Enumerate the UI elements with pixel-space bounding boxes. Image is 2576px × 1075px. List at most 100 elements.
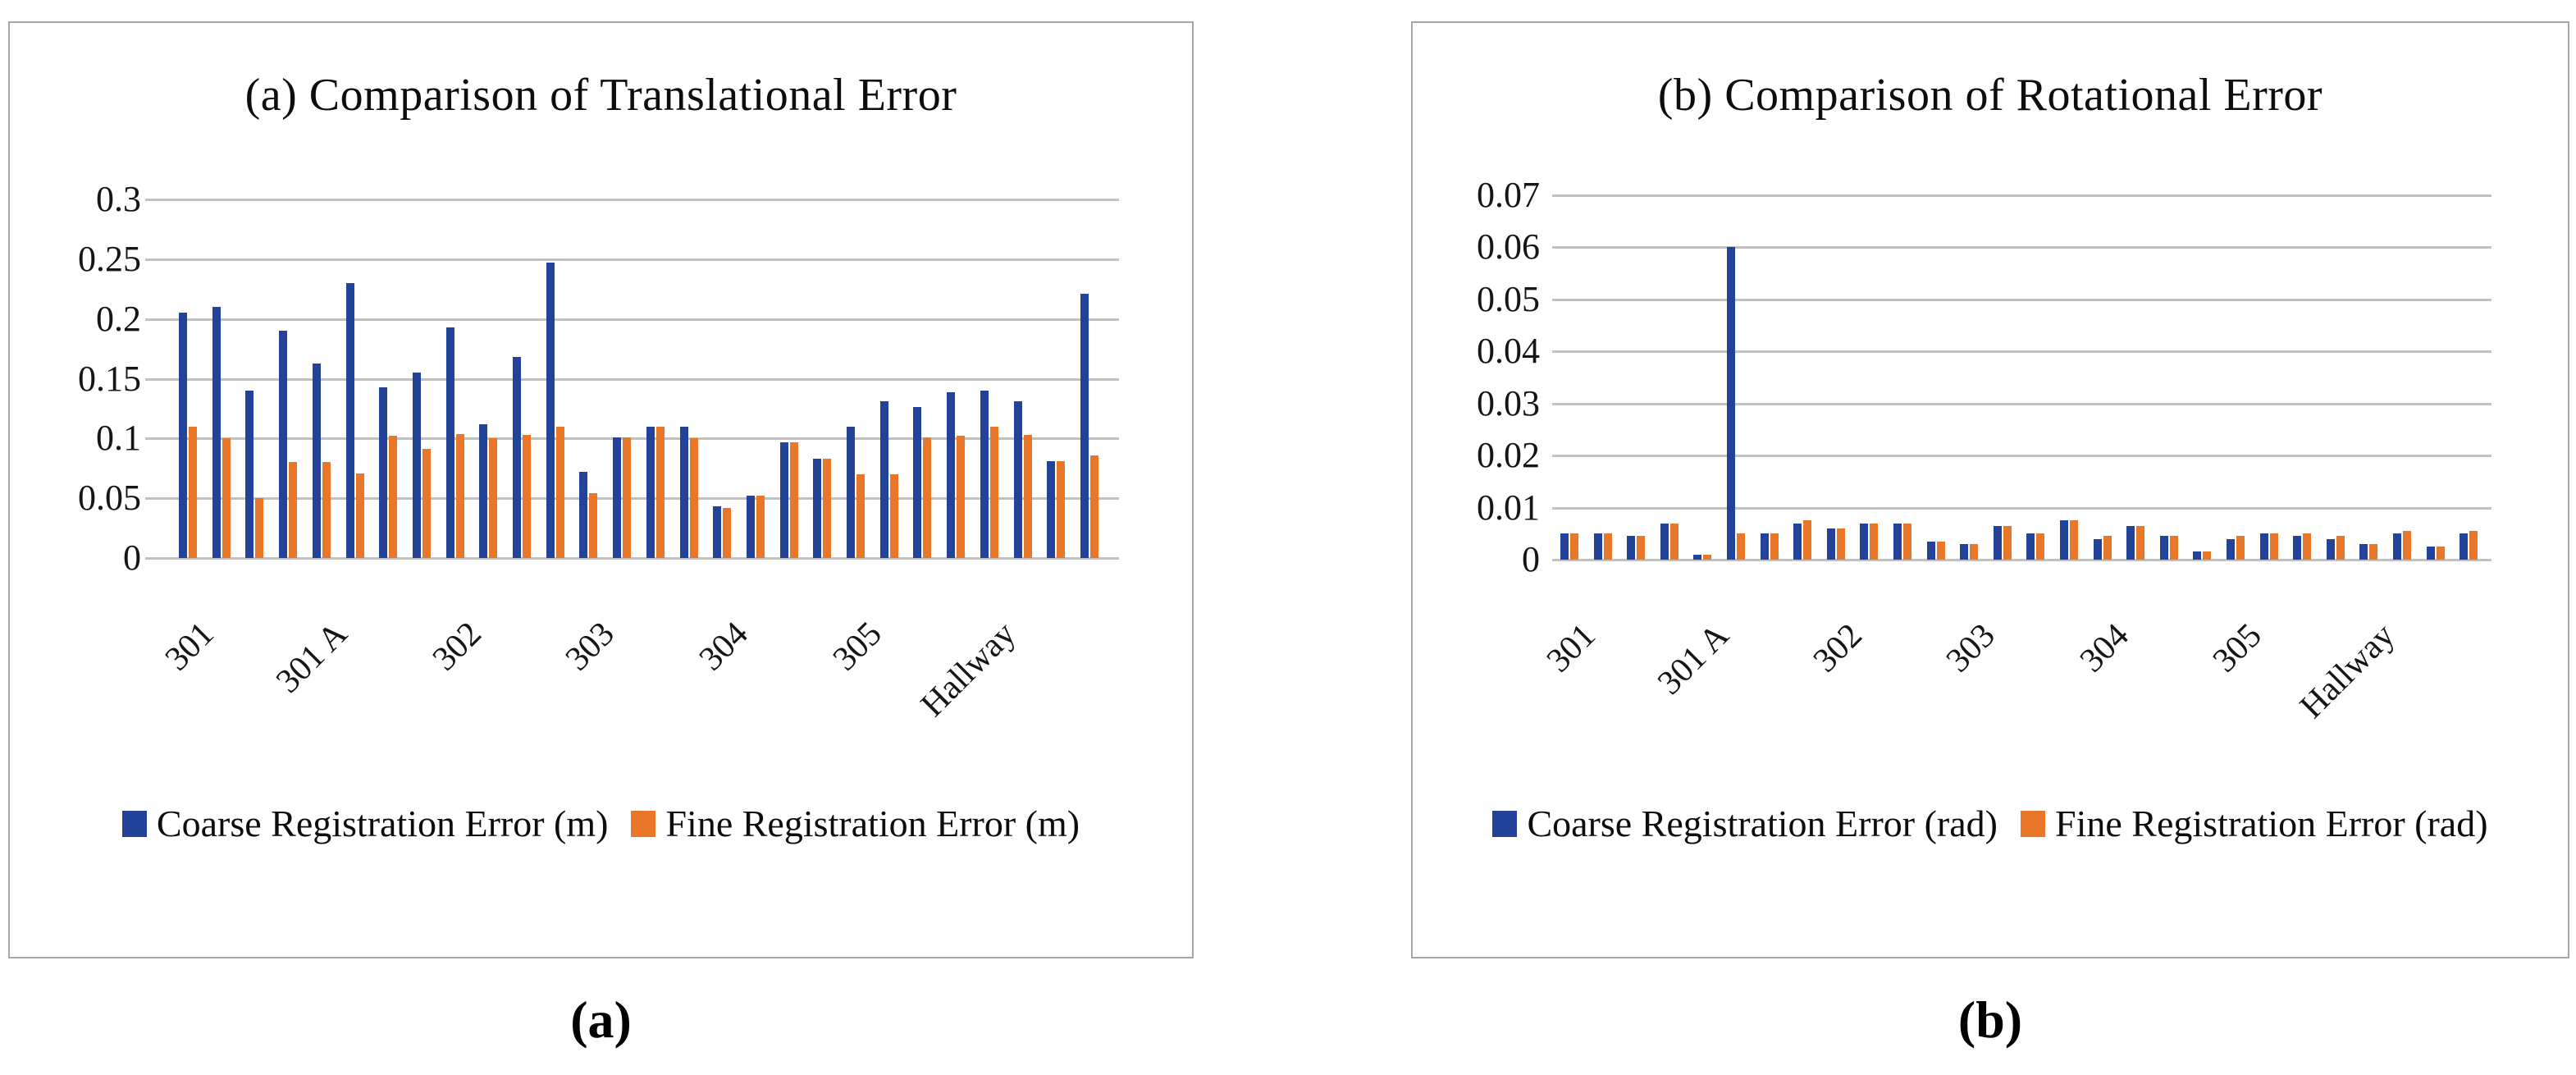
bar-coarse [1827, 528, 1835, 560]
bar-fine [1703, 555, 1711, 560]
bar-coarse [2026, 533, 2035, 560]
legend-swatch-fine-icon [2020, 811, 2045, 837]
gridline [145, 318, 1119, 321]
bar-fine [2270, 533, 2278, 560]
x-axis-line [145, 557, 1119, 560]
gridline [1552, 507, 2492, 510]
bar-fine [589, 493, 597, 558]
legend-item: Coarse Registration Error (rad) [1492, 803, 1998, 845]
bar-coarse [2094, 539, 2102, 560]
bar-fine [990, 427, 998, 558]
x-category-label: 301 [158, 615, 222, 679]
bar-fine [690, 438, 698, 558]
legend-label: Coarse Registration Error (m) [156, 803, 609, 844]
bar-coarse [579, 472, 587, 558]
y-axis-tick-label: 0.01 [1477, 487, 1540, 528]
bar-coarse [279, 331, 287, 558]
bar-coarse [1927, 542, 1935, 560]
x-category-label: 302 [425, 615, 489, 679]
y-axis-tick-label: 0.1 [96, 418, 141, 458]
bar-coarse [2293, 536, 2301, 560]
legend-a: Coarse Registration Error (m) Fine Regist… [10, 803, 1192, 845]
gridline [1552, 299, 2492, 301]
bar-coarse [2193, 551, 2201, 560]
bar-fine [255, 498, 263, 558]
chart-panel-b: (b) Comparison of Rotational Error 0.07 0… [1411, 21, 2569, 958]
gridline [1552, 350, 2492, 353]
bar-coarse [813, 459, 821, 558]
bar-coarse [1994, 526, 2002, 560]
bar-coarse [880, 401, 888, 558]
legend-label: Fine Registration Error (m) [665, 803, 1080, 844]
bar-coarse [747, 496, 755, 558]
bar-fine [1970, 544, 1978, 560]
bar-coarse [613, 437, 621, 558]
bar-fine [1604, 533, 1612, 560]
bar-fine [1803, 520, 1811, 560]
bar-coarse [1793, 524, 1802, 560]
bar-coarse [947, 392, 955, 558]
bar-coarse [680, 427, 688, 558]
x-category-label: 305 [2205, 616, 2269, 680]
bar-coarse [1627, 536, 1635, 560]
bar-fine [2136, 526, 2144, 560]
bar-fine [1737, 533, 1745, 560]
bar-coarse [1727, 247, 1735, 560]
bar-fine [523, 435, 531, 558]
x-category-label: Hallway [2292, 616, 2403, 726]
bar-fine [422, 449, 431, 558]
x-category-label: 305 [825, 615, 889, 679]
gridline [145, 497, 1119, 500]
gridline [1552, 455, 2492, 457]
y-axis-tick-label: 0.03 [1477, 383, 1540, 423]
bar-fine [856, 474, 865, 558]
y-axis-tick-label: 0 [1522, 539, 1540, 579]
legend-swatch-fine-icon [631, 811, 656, 837]
x-category-label: 304 [2072, 616, 2136, 680]
x-category-label: 302 [1806, 616, 1870, 680]
bar-coarse [1014, 401, 1022, 558]
bar-coarse [1960, 544, 1968, 560]
bar-fine [1570, 533, 1578, 560]
bar-fine [756, 496, 765, 558]
bar-coarse [780, 442, 788, 558]
bar-fine [2336, 536, 2345, 560]
bar-fine [2070, 520, 2078, 560]
bar-fine [389, 436, 397, 558]
x-axis-line [1552, 559, 2492, 561]
bar-fine [289, 462, 297, 558]
y-axis-tick-label: 0.25 [78, 239, 141, 279]
bar-coarse [179, 313, 187, 558]
bar-fine [222, 438, 231, 558]
bar-fine [2303, 533, 2311, 560]
bar-fine [923, 437, 931, 558]
gridline [145, 437, 1119, 440]
y-axis-tick-label: 0 [123, 538, 141, 578]
y-axis-tick-label: 0.06 [1477, 226, 1540, 267]
bar-fine [2170, 536, 2178, 560]
gridline [1552, 246, 2492, 249]
x-category-label: 301 A [269, 615, 355, 701]
y-axis-tick-label: 0.02 [1477, 435, 1540, 475]
bar-fine [723, 508, 731, 558]
x-category-label: 301 A [1650, 616, 1737, 702]
bar-coarse [713, 506, 721, 558]
y-axis-tick-label: 0.04 [1477, 331, 1540, 371]
bar-fine [456, 434, 464, 558]
y-axis-tick-label: 0.07 [1477, 175, 1540, 215]
legend-swatch-coarse-icon [1492, 811, 1518, 837]
legend-label: Fine Registration Error (rad) [2054, 803, 2488, 844]
bar-coarse [479, 424, 487, 558]
bar-coarse [446, 327, 454, 558]
bar-fine [1770, 533, 1779, 560]
bar-fine [1637, 536, 1645, 560]
bar-fine [656, 427, 665, 558]
bar-fine [489, 438, 497, 558]
chart-panel-a: (a) Comparison of Translational Error 0.… [8, 21, 1194, 958]
bar-coarse [2227, 539, 2235, 560]
bar-fine [356, 473, 364, 558]
bar-fine [2036, 533, 2044, 560]
y-axis-tick-label: 0.05 [1477, 279, 1540, 319]
gridline [145, 258, 1119, 261]
bar-fine [2469, 531, 2478, 560]
